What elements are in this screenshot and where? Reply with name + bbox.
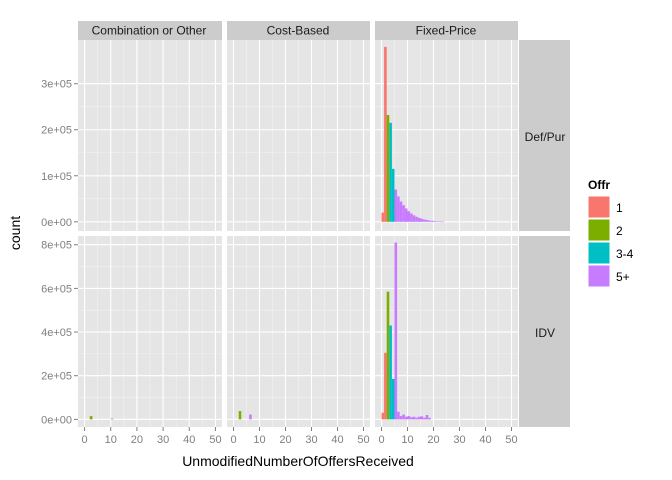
strip-col-label-1: Cost-Based xyxy=(267,24,330,38)
strip-row-bg-1 xyxy=(519,236,570,427)
x-tick-label: 40 xyxy=(183,434,195,446)
histogram-bar xyxy=(110,418,114,420)
x-tick-label: 10 xyxy=(253,434,265,446)
histogram-bar xyxy=(389,325,392,420)
histogram-bar xyxy=(420,416,424,420)
histogram-bar xyxy=(425,414,429,420)
x-tick-label: 10 xyxy=(105,434,117,446)
x-tick-label: 0 xyxy=(230,434,236,446)
histogram-bar xyxy=(415,216,418,222)
x-tick-label: 50 xyxy=(209,434,221,446)
histogram-bar xyxy=(412,416,416,420)
histogram-bar xyxy=(415,417,418,420)
legend-key-3-4 xyxy=(587,241,611,265)
histogram-bar xyxy=(381,412,385,420)
y-tick-label: 3e+05 xyxy=(41,79,72,91)
histogram-bar xyxy=(428,220,431,222)
histogram-bar xyxy=(397,411,400,420)
strip-row-label-1: IDV xyxy=(535,326,555,340)
x-axis-title: UnmodifiedNumberOfOffersReceived xyxy=(182,453,414,469)
histogram-bar xyxy=(402,205,405,222)
histogram-bar xyxy=(412,215,416,222)
histogram-bar xyxy=(410,213,413,222)
histogram-bar xyxy=(399,416,403,420)
y-tick-label: 2e+05 xyxy=(41,371,72,383)
y-tick-label: 8e+05 xyxy=(41,240,72,252)
x-tick-label: 20 xyxy=(279,434,291,446)
legend-label: 1 xyxy=(616,201,623,215)
histogram-bar xyxy=(384,46,387,222)
legend-key-2 xyxy=(587,218,611,242)
legend-key-5+ xyxy=(587,264,611,288)
histogram-bar xyxy=(394,189,398,222)
histogram-bar xyxy=(397,196,400,222)
histogram-bar xyxy=(404,208,408,222)
histogram-bar xyxy=(420,218,424,222)
x-tick-label: 50 xyxy=(505,434,517,446)
histogram-bar xyxy=(404,416,408,420)
histogram-bar xyxy=(394,242,398,420)
strip-col-bg-0 xyxy=(78,21,222,40)
histogram-bar xyxy=(407,211,411,222)
y-tick-label: 6e+05 xyxy=(41,283,72,295)
strip-col-bg-1 xyxy=(227,21,370,40)
x-tick-label: 0 xyxy=(378,434,384,446)
histogram-bar xyxy=(399,201,403,222)
histogram-bar xyxy=(249,414,252,420)
x-tick-label: 50 xyxy=(357,434,369,446)
strip-col-label-2: Fixed-Price xyxy=(416,24,477,38)
histogram-bar xyxy=(436,221,439,222)
histogram-bar xyxy=(423,219,426,222)
x-tick-label: 30 xyxy=(453,434,465,446)
histogram-bar xyxy=(381,212,385,222)
x-tick-label: 20 xyxy=(427,434,439,446)
histogram-bar xyxy=(425,220,429,222)
histogram-bar xyxy=(417,217,421,222)
histogram-bar xyxy=(89,416,93,420)
histogram-bar xyxy=(402,414,405,420)
x-tick-label: 30 xyxy=(305,434,317,446)
x-tick-label: 40 xyxy=(331,434,343,446)
histogram-bar xyxy=(441,221,444,223)
y-tick-label: 0e+00 xyxy=(41,414,72,426)
histogram-bar xyxy=(386,291,390,420)
histogram-bar xyxy=(433,221,437,222)
histogram-bar xyxy=(410,417,413,420)
y-axis-title: count xyxy=(7,216,23,250)
histogram-bar xyxy=(384,352,387,420)
histogram-bar xyxy=(407,416,411,420)
histogram-bar xyxy=(430,220,434,222)
histogram-bar xyxy=(238,411,242,420)
y-tick-label: 0e+00 xyxy=(41,217,72,229)
histogram-bar xyxy=(389,122,392,222)
x-tick-label: 10 xyxy=(401,434,413,446)
strip-row-bg-0 xyxy=(519,40,570,231)
strip-row-label-0: Def/Pur xyxy=(525,130,566,144)
histogram-bar xyxy=(428,417,431,420)
strip-col-bg-2 xyxy=(375,21,518,40)
histogram-bar xyxy=(391,168,395,222)
strip-col-label-0: Combination or Other xyxy=(92,24,207,38)
histogram-bar xyxy=(386,115,390,222)
x-tick-label: 40 xyxy=(479,434,491,446)
legend-title: Offr xyxy=(588,178,610,192)
histogram-bar xyxy=(391,378,395,420)
legend-label: 3-4 xyxy=(616,247,634,261)
legend-label: 2 xyxy=(616,224,623,238)
legend-label: 5+ xyxy=(616,270,630,284)
y-tick-label: 2e+05 xyxy=(41,125,72,137)
histogram-bar xyxy=(423,417,426,420)
histogram-bar xyxy=(438,221,442,222)
x-tick-label: 30 xyxy=(157,434,169,446)
x-tick-label: 0 xyxy=(81,434,87,446)
histogram-bar xyxy=(417,416,421,420)
y-tick-label: 4e+05 xyxy=(41,327,72,339)
x-tick-label: 20 xyxy=(131,434,143,446)
y-tick-label: 1e+05 xyxy=(41,171,72,183)
legend-key-1 xyxy=(587,195,611,219)
